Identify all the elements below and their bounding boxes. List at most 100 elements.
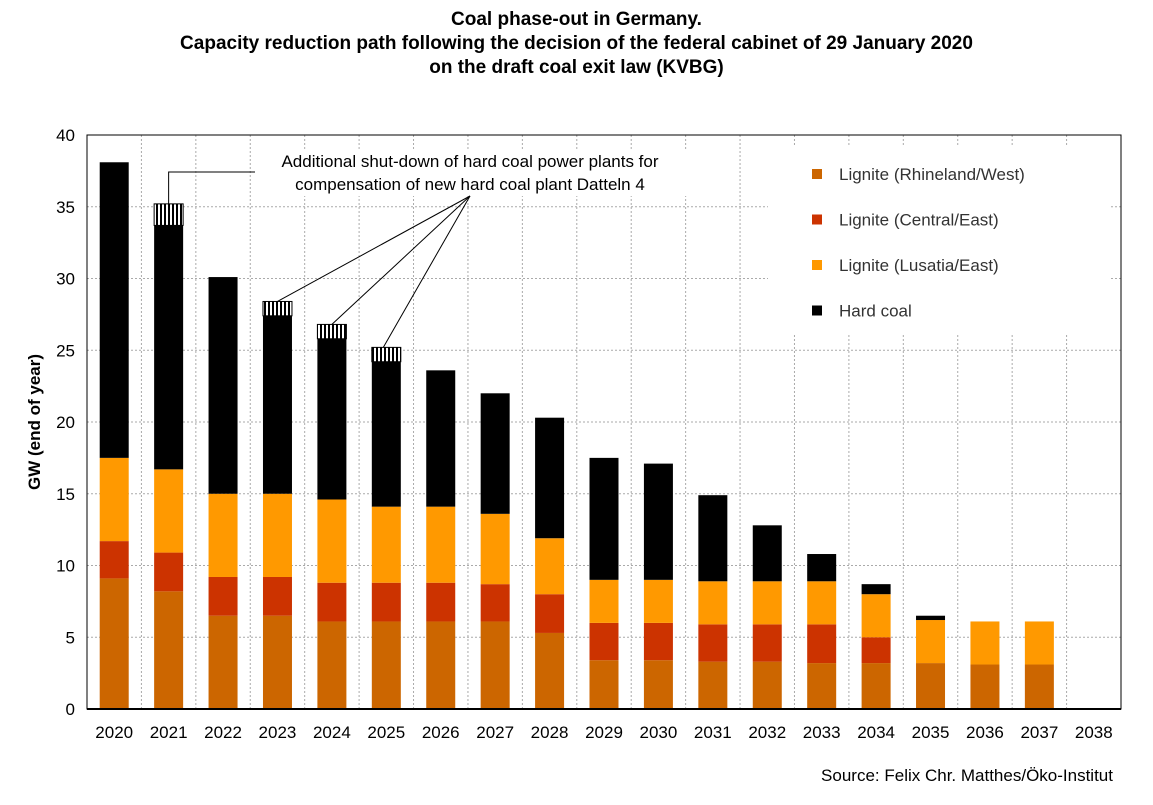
y-tick-label: 20 [56, 413, 75, 432]
annotation-leader-line [331, 195, 471, 325]
bar-segment-lignite-rhineland-west- [643, 660, 673, 709]
y-tick-label: 5 [66, 628, 75, 647]
bar-segment-lignite-lusatia-east- [861, 594, 891, 638]
bar-segment-lignite-lusatia-east- [535, 538, 565, 595]
y-tick-label: 30 [56, 270, 75, 289]
bar-segment-lignite-rhineland-west- [752, 661, 782, 709]
annotation-leader-line [382, 195, 471, 348]
x-tick-label: 2021 [150, 723, 188, 742]
x-tick-label: 2024 [313, 723, 351, 742]
bar-segment-hard-coal [426, 370, 456, 507]
x-tick-label: 2029 [585, 723, 623, 742]
bar-segment-lignite-rhineland-west- [1024, 664, 1054, 709]
bar-segment-lignite-lusatia-east- [99, 457, 129, 542]
legend-swatch [812, 305, 822, 316]
bar-segment-lignite-central-east- [317, 582, 347, 622]
bar-segment-lignite-rhineland-west- [916, 663, 946, 709]
legend-label: Hard coal [839, 302, 912, 321]
bar-segment-hard-coal [916, 615, 946, 621]
bar-segment-lignite-central-east- [752, 624, 782, 662]
x-tick-label: 2027 [476, 723, 514, 742]
bar-segment-lignite-lusatia-east- [916, 620, 946, 664]
bar-segment-lignite-rhineland-west- [535, 632, 565, 709]
y-tick-label: 15 [56, 485, 75, 504]
bar-segment-lignite-central-east- [535, 594, 565, 633]
bar-segment-lignite-lusatia-east- [752, 581, 782, 625]
legend-label: Lignite (Rhineland/West) [839, 165, 1025, 184]
bar-segment-lignite-lusatia-east- [317, 499, 347, 583]
bar-segment-lignite-rhineland-west- [861, 663, 891, 709]
bar-segment-lignite-lusatia-east- [698, 581, 728, 625]
bar-segment-lignite-lusatia-east- [208, 493, 238, 577]
y-tick-label: 35 [56, 198, 75, 217]
x-tick-label: 2028 [531, 723, 569, 742]
bar-segment-hard-coal [99, 162, 129, 458]
bar-segment-lignite-rhineland-west- [154, 591, 184, 709]
legend-box [768, 145, 1110, 335]
bar-segment-lignite-central-east- [154, 552, 184, 592]
x-tick-label: 2033 [803, 723, 841, 742]
bar-segment-lignite-lusatia-east- [807, 581, 837, 625]
bar-segment-lignite-rhineland-west- [698, 661, 728, 709]
x-tick-label: 2022 [204, 723, 242, 742]
bar-segment-additional-shutdown [153, 203, 184, 226]
x-tick-label: 2025 [367, 723, 405, 742]
bar-segment-lignite-lusatia-east- [970, 621, 1000, 665]
x-tick-label: 2034 [857, 723, 895, 742]
bar-segment-lignite-lusatia-east- [154, 469, 184, 553]
source-note: Source: Felix Chr. Matthes/Öko-Institut [821, 766, 1113, 785]
x-tick-label: 2037 [1020, 723, 1058, 742]
bar-segment-hard-coal [752, 525, 782, 582]
bar-segment-lignite-rhineland-west- [262, 615, 292, 709]
bar-segment-hard-coal [371, 361, 401, 507]
bar-segment-lignite-lusatia-east- [262, 493, 292, 577]
bar-segment-lignite-lusatia-east- [426, 506, 456, 583]
bar-segment-hard-coal [861, 584, 891, 595]
x-tick-label: 2030 [640, 723, 678, 742]
bar-segment-hard-coal [589, 457, 619, 580]
x-tick-label: 2032 [748, 723, 786, 742]
bar-segment-hard-coal [535, 417, 565, 539]
chart-title: Coal phase-out in Germany. Capacity redu… [0, 8, 1153, 80]
x-tick-label: 2026 [422, 723, 460, 742]
bar-segment-lignite-lusatia-east- [480, 513, 510, 585]
legend-label: Lignite (Central/East) [839, 211, 999, 230]
x-tick-label: 2035 [912, 723, 950, 742]
bar-segment-lignite-central-east- [208, 576, 238, 616]
bar-segment-lignite-rhineland-west- [480, 621, 510, 709]
bar-segment-lignite-lusatia-east- [643, 579, 673, 623]
bar-segment-hard-coal [208, 277, 238, 494]
bar-segment-lignite-rhineland-west- [317, 621, 347, 709]
bar-segment-lignite-central-east- [480, 584, 510, 622]
x-tick-label: 2031 [694, 723, 732, 742]
title-line-2: Capacity reduction path following the de… [180, 33, 973, 54]
y-tick-label: 25 [56, 341, 75, 360]
bar-segment-lignite-rhineland-west- [99, 578, 129, 709]
bar-segment-hard-coal [154, 225, 184, 470]
bar-segment-additional-shutdown [316, 323, 347, 340]
x-tick-label: 2020 [95, 723, 133, 742]
bar-segment-lignite-rhineland-west- [208, 615, 238, 709]
legend-swatch [812, 214, 822, 225]
bar-segment-lignite-rhineland-west- [807, 663, 837, 709]
y-axis-label: GW (end of year) [25, 354, 44, 490]
legend-swatch [812, 169, 822, 179]
bar-segment-hard-coal [317, 338, 347, 500]
bar-segment-hard-coal [262, 315, 292, 494]
bar-segment-lignite-central-east- [807, 624, 837, 664]
legend-swatch [812, 260, 822, 270]
annotation-leader-line [277, 195, 471, 302]
bar-segment-lignite-rhineland-west- [371, 621, 401, 709]
annotation-text: Additional shut-down of hard coal power … [281, 152, 658, 171]
x-tick-label: 2023 [259, 723, 297, 742]
bar-segment-lignite-central-east- [99, 541, 129, 579]
bar-segment-additional-shutdown [262, 300, 293, 317]
bar-segment-lignite-central-east- [643, 622, 673, 661]
title-line-1: Coal phase-out in Germany. [451, 9, 702, 30]
y-tick-label: 0 [66, 700, 75, 719]
bar-segment-lignite-rhineland-west- [589, 660, 619, 709]
bar-segment-lignite-central-east- [426, 582, 456, 622]
annotation-leader-line [168, 171, 255, 204]
bar-segment-lignite-lusatia-east- [371, 506, 401, 583]
